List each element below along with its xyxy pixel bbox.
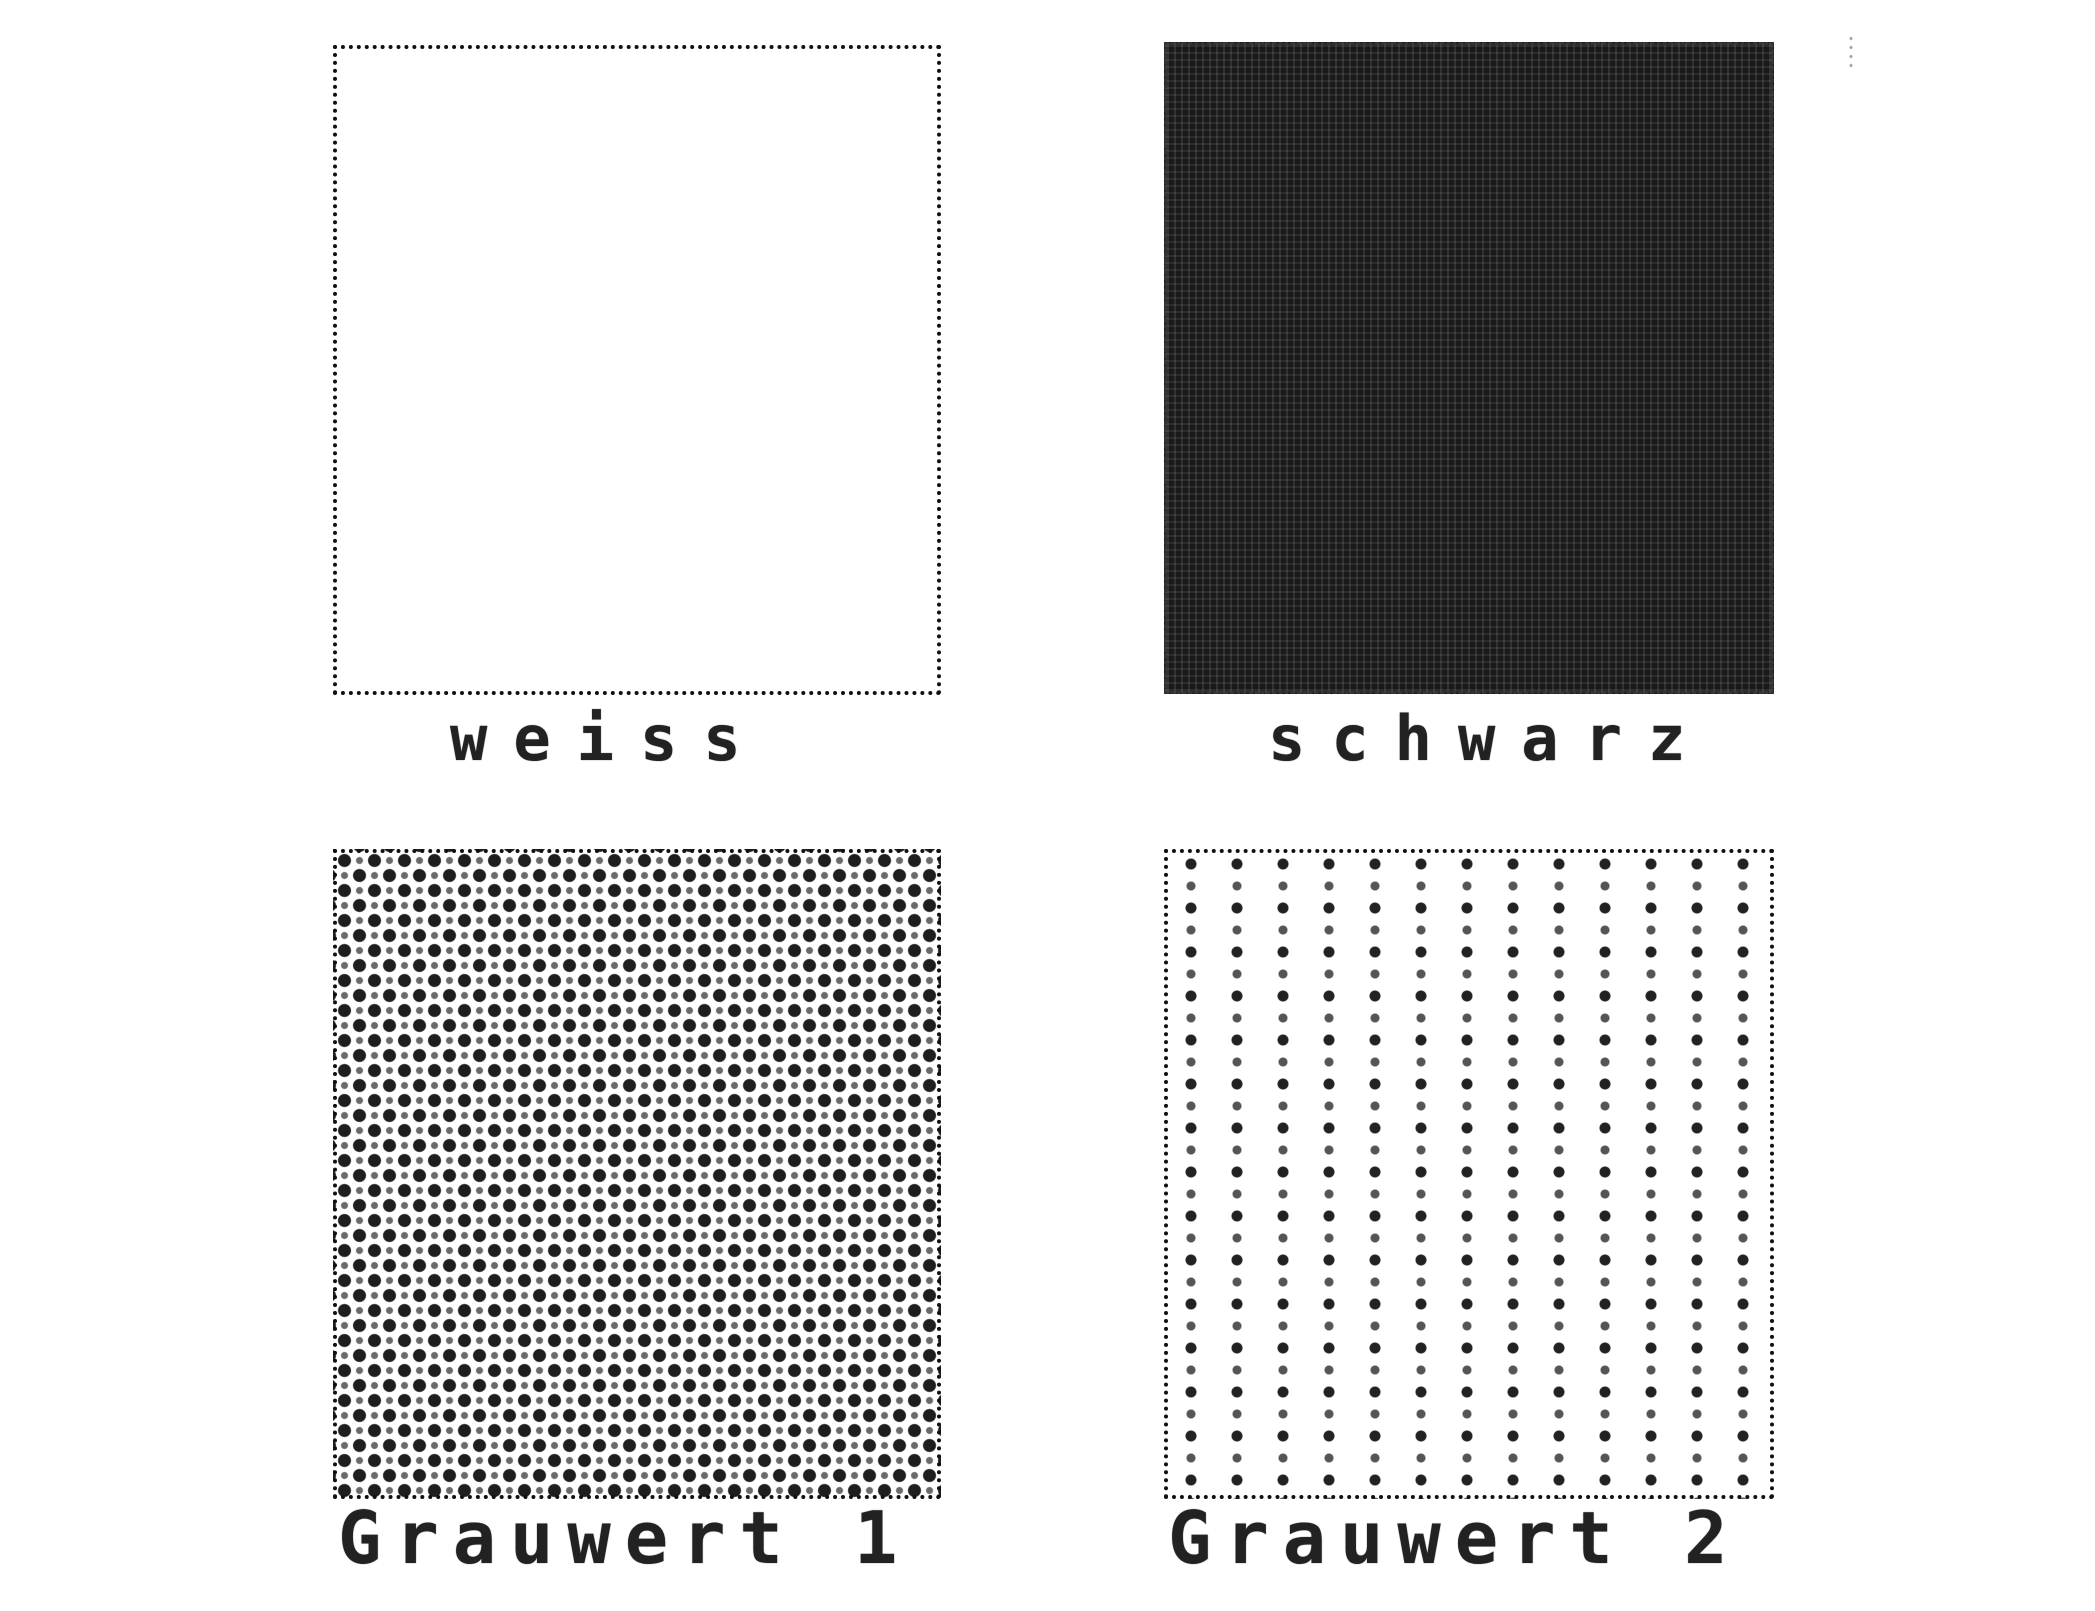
swatch-grauwert-1 [333,849,941,1499]
swatch-label-grauwert-1: Grauwert 1 [338,1496,912,1580]
swatch-grauwert-2 [1164,849,1774,1499]
swatch-label-schwarz: schwarz [1268,702,1712,775]
swatch-label-grauwert-2: Grauwert 2 [1168,1496,1742,1580]
scan-speck [1848,34,1854,68]
swatch-label-weiss: weiss [450,702,767,775]
swatch-schwarz [1164,42,1774,694]
swatch-weiss [333,45,941,695]
